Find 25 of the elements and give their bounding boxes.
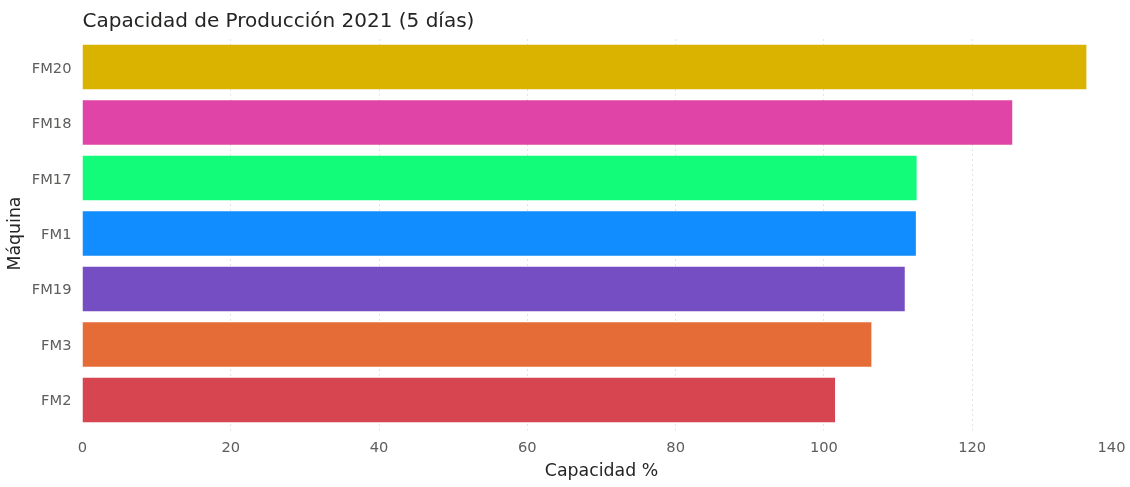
bar	[82, 155, 917, 201]
x-tick-label: 0	[77, 437, 88, 455]
y-tick-label: FM1	[41, 225, 72, 242]
x-tick-label: 140	[1097, 437, 1126, 455]
x-tick-label: 80	[666, 437, 685, 455]
y-tick-label: FM18	[31, 114, 72, 132]
bar	[82, 100, 1013, 145]
x-tick-label: 20	[221, 437, 241, 455]
y-tick-label: FM20	[31, 58, 72, 76]
y-axis-title: Máquina	[3, 196, 24, 271]
bar	[82, 322, 872, 367]
x-tick-label: 100	[809, 437, 838, 455]
y-tick-label: FM19	[31, 280, 72, 298]
x-tick-label: 40	[369, 437, 389, 455]
bar	[82, 266, 905, 312]
chart-title: Capacidad de Producción 2021 (5 días)	[82, 7, 475, 32]
x-tick-label: 60	[518, 437, 537, 455]
x-tick-label: 120	[958, 437, 987, 455]
bar	[82, 211, 916, 256]
bar	[82, 377, 836, 423]
x-axis-title: Capacidad %	[544, 459, 659, 480]
bar	[82, 44, 1087, 90]
y-tick-label: FM17	[31, 169, 72, 187]
y-tick-label: FM3	[41, 335, 72, 353]
y-tick-label: FM2	[41, 391, 72, 409]
